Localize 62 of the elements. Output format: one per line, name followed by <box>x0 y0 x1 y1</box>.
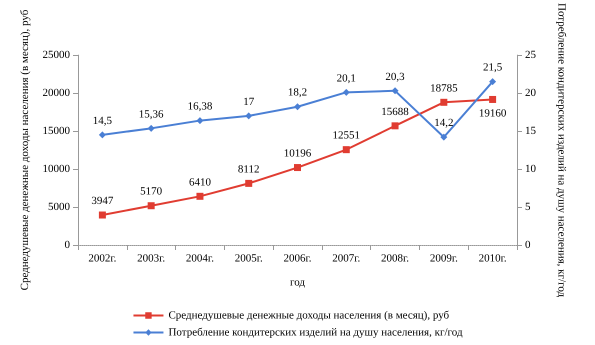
point <box>392 122 399 130</box>
y2-tick-label: 20 <box>525 87 536 100</box>
x-tick-label: 2002г. <box>88 252 117 264</box>
data-label: 18785 <box>430 82 458 94</box>
point <box>148 124 155 132</box>
data-label: 18,2 <box>288 86 308 99</box>
point <box>440 98 448 106</box>
x-tick-label: 2004г. <box>186 252 214 264</box>
x-tick-label: 2008г. <box>381 252 410 264</box>
y2-axis-title: Потребление кондитерских изделий на душу населения, кг/год <box>556 2 568 298</box>
x-tick-label: 2003г. <box>137 252 166 264</box>
point <box>98 212 106 219</box>
y-tick-label: 10000 <box>42 163 70 176</box>
x-tick-label: 2006г. <box>283 252 312 264</box>
y-axis-title: Среднедушевые денежные доходы населения (в месяц), руб <box>19 9 32 290</box>
x-axis-title: год <box>290 276 306 288</box>
x-tick-label: 2010г. <box>478 252 507 264</box>
y2-tick-label: 5 <box>525 201 531 214</box>
y-tick-label: 0 <box>64 239 70 251</box>
data-label: 20,1 <box>336 72 356 84</box>
y2-tick-label: 15 <box>525 125 536 138</box>
legend-label: Потребление кондитерских изделий на душу населения, кг/год <box>168 326 463 338</box>
data-label: 3947 <box>91 195 114 208</box>
data-label: 20,3 <box>385 70 406 83</box>
data-label: 14,2 <box>434 117 454 130</box>
point <box>245 180 252 187</box>
point <box>98 131 106 138</box>
point <box>489 78 496 86</box>
point <box>148 202 155 210</box>
data-label: 8112 <box>238 163 260 176</box>
data-label: 15,36 <box>138 108 164 120</box>
data-label: 5170 <box>140 186 163 198</box>
data-label: 15688 <box>381 106 410 118</box>
x-tick-label: 2005г. <box>234 252 263 264</box>
y-tick-label: 5000 <box>48 201 70 214</box>
point <box>342 88 350 96</box>
data-label: 21,5 <box>482 62 503 74</box>
data-label: 16,38 <box>188 100 213 113</box>
point <box>342 146 350 154</box>
y-tick-label: 25000 <box>42 49 70 62</box>
point <box>196 192 204 200</box>
point <box>489 96 496 103</box>
data-label: 19160 <box>478 107 507 120</box>
point <box>245 112 252 120</box>
data-label: 17 <box>243 96 255 108</box>
y2-tick-label: 0 <box>525 239 531 251</box>
x-tick-label: 2007г. <box>332 252 361 264</box>
point <box>440 134 448 141</box>
x-tick-label: 2009г. <box>430 252 458 264</box>
point <box>392 87 399 94</box>
point <box>196 117 204 124</box>
data-label: 12551 <box>332 130 360 142</box>
data-label: 6410 <box>188 176 212 188</box>
data-label: 10196 <box>284 148 312 160</box>
legend-label: Среднедушевые денежные доходы населения (в месяц), руб <box>168 310 450 322</box>
data-label: 14,5 <box>92 114 113 127</box>
y2-tick-label: 25 <box>525 49 536 62</box>
y-tick-label: 20000 <box>42 87 70 100</box>
y2-tick-label: 10 <box>525 163 536 176</box>
point <box>294 164 301 172</box>
point <box>294 103 301 110</box>
y-tick-label: 15000 <box>42 125 70 138</box>
